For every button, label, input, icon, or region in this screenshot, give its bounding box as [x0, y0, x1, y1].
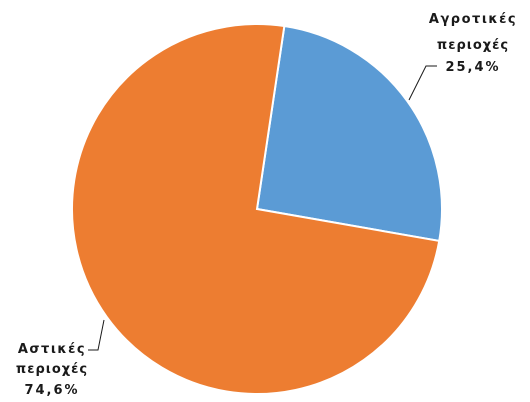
label-urban: Αστικές περιοχές 74,6%	[16, 319, 105, 398]
svg-text:περιοχές: περιοχές	[16, 362, 88, 377]
leader-line-rural	[408, 65, 437, 101]
pie-slice-rural	[255, 24, 443, 243]
pie-slice-urban	[71, 23, 441, 395]
label-urban-value: 74,6%	[24, 383, 79, 398]
svg-text:Αγροτικές: Αγροτικές	[429, 12, 517, 27]
label-rural-value: 25,4%	[445, 60, 500, 75]
svg-text:περιοχές: περιοχές	[437, 38, 509, 53]
label-rural-line1: Αγροτικές	[429, 12, 517, 27]
pie-slices	[71, 23, 443, 395]
label-rural-line2: περιοχές	[437, 38, 509, 53]
svg-text:25,4%: 25,4%	[445, 60, 500, 75]
label-urban-line1: Αστικές	[18, 342, 86, 357]
svg-text:74,6%: 74,6%	[24, 383, 79, 398]
leader-line-urban	[88, 319, 105, 351]
label-rural: Αγροτικές περιοχές 25,4%	[408, 12, 517, 101]
label-urban-line2: περιοχές	[16, 362, 88, 377]
svg-text:Αστικές: Αστικές	[18, 342, 86, 357]
